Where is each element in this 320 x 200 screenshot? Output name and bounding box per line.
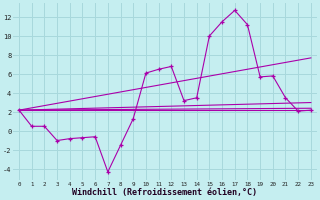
- X-axis label: Windchill (Refroidissement éolien,°C): Windchill (Refroidissement éolien,°C): [72, 188, 258, 197]
